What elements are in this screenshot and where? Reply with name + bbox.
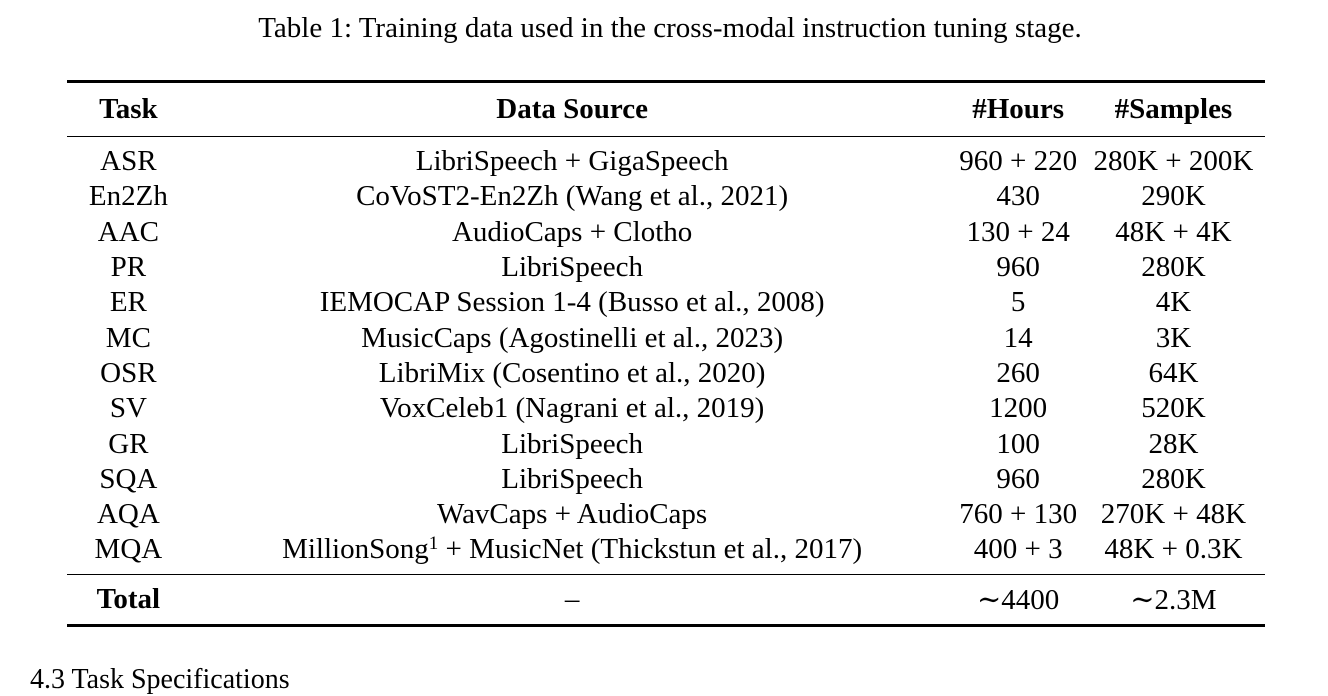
cell-samples: 280K	[1141, 251, 1206, 284]
header-data-source: Data Source	[189, 80, 955, 137]
cell-task: En2Zh	[88, 180, 168, 213]
cell-source: IEMOCAP Session 1-4 (Busso et al., 2008)	[319, 286, 825, 319]
source-text: MillionSong	[282, 533, 429, 566]
cell-hours: 960 + 220	[959, 145, 1078, 178]
next-section-heading: 4.3 Task Specifications	[30, 664, 290, 695]
cell-source: MusicCaps (Agostinelli et al., 2023)	[361, 321, 784, 354]
table-row: AQA WavCaps + AudioCaps 760 + 130 270K +…	[67, 497, 1265, 532]
cell-task: SV	[109, 392, 147, 425]
table-row: SQA LibriSpeech 960 280K	[67, 462, 1265, 497]
cell-hours: 760 + 130	[959, 498, 1078, 531]
total-source: –	[189, 573, 955, 627]
cell-task: ER	[109, 286, 147, 319]
header-task: Task	[67, 80, 190, 137]
table-row: GR LibriSpeech 100 28K	[67, 426, 1265, 461]
cell-samples: 28K	[1148, 427, 1199, 460]
cell-hours: 100	[996, 427, 1040, 460]
cell-samples: 48K + 4K	[1115, 215, 1232, 248]
cell-hours: 960	[996, 251, 1040, 284]
total-row: Total – ∼4400 ∼2.3M	[67, 573, 1265, 627]
cell-samples: 48K + 0.3K	[1104, 533, 1243, 566]
cell-task: PR	[110, 251, 147, 284]
table-row: OSR LibriMix (Cosentino et al., 2020) 26…	[67, 356, 1265, 391]
cell-source: LibriSpeech	[501, 427, 643, 460]
cell-source: MillionSong1 + MusicNet (Thickstun et al…	[190, 532, 955, 574]
table-row: MQA MillionSong1 + MusicNet (Thickstun e…	[67, 532, 1265, 574]
header-hours: #Hours	[954, 80, 1082, 137]
cell-source: LibriSpeech	[501, 251, 643, 284]
cell-task: OSR	[100, 356, 157, 389]
cell-samples: 3K	[1155, 321, 1192, 354]
cell-source: VoxCeleb1 (Nagrani et al., 2019)	[379, 392, 765, 425]
cell-task: AQA	[96, 498, 160, 531]
table-row: MC MusicCaps (Agostinelli et al., 2023) …	[67, 320, 1265, 355]
cell-task: GR	[108, 427, 149, 460]
cell-samples: 270K + 48K	[1100, 498, 1247, 531]
cell-source: WavCaps + AudioCaps	[437, 498, 708, 531]
total-hours: ∼4400	[954, 573, 1082, 627]
total-label: Total	[67, 573, 190, 627]
cell-task: ASR	[100, 145, 157, 178]
cell-samples: 280K + 200K	[1093, 145, 1254, 178]
cell-source: LibriSpeech + GigaSpeech	[415, 145, 729, 178]
table-row: En2Zh CoVoST2-En2Zh (Wang et al., 2021) …	[67, 179, 1265, 214]
cell-task: SQA	[99, 462, 158, 495]
cell-hours: 1200	[989, 392, 1048, 425]
cell-source: AudioCaps + Clotho	[451, 215, 693, 248]
cell-source: LibriMix (Cosentino et al., 2020)	[378, 356, 766, 389]
cell-hours: 400 + 3	[973, 533, 1063, 566]
cell-hours: 130 + 24	[966, 215, 1070, 248]
cell-hours: 430	[996, 180, 1040, 213]
header-row: Task Data Source #Hours #Samples	[67, 80, 1265, 137]
training-data-table-container: Task Data Source #Hours #Samples ASR Lib…	[67, 80, 1265, 627]
table-row: SV VoxCeleb1 (Nagrani et al., 2019) 1200…	[67, 391, 1265, 426]
cell-samples: 280K	[1141, 462, 1206, 495]
cell-samples: 64K	[1148, 356, 1199, 389]
total-samples: ∼2.3M	[1081, 573, 1265, 627]
cell-samples: 290K	[1141, 180, 1206, 213]
cell-samples: 4K	[1155, 286, 1192, 319]
cell-source: LibriSpeech	[501, 462, 643, 495]
table-row: AAC AudioCaps + Clotho 130 + 24 48K + 4K	[67, 215, 1265, 250]
cell-hours: 960	[996, 462, 1040, 495]
table-caption: Table 1: Training data used in the cross…	[258, 12, 1082, 44]
cell-hours: 14	[1003, 321, 1033, 354]
cell-source: CoVoST2-En2Zh (Wang et al., 2021)	[356, 180, 789, 213]
table-row: PR LibriSpeech 960 280K	[67, 250, 1265, 285]
training-data-table: Task Data Source #Hours #Samples ASR Lib…	[67, 80, 1265, 627]
footnote-marker: 1	[428, 533, 439, 555]
cell-task: AAC	[97, 215, 159, 248]
cell-task: MC	[105, 321, 151, 354]
header-samples: #Samples	[1081, 80, 1265, 137]
source-text: + MusicNet (Thickstun et al., 2017)	[438, 533, 863, 566]
cell-samples: 520K	[1141, 392, 1206, 425]
cell-hours: 260	[996, 356, 1040, 389]
cell-hours: 5	[1010, 286, 1026, 319]
table-row: ASR LibriSpeech + GigaSpeech 960 + 220 2…	[67, 137, 1265, 180]
cell-task: MQA	[94, 533, 163, 566]
table-row: ER IEMOCAP Session 1-4 (Busso et al., 20…	[67, 285, 1265, 320]
